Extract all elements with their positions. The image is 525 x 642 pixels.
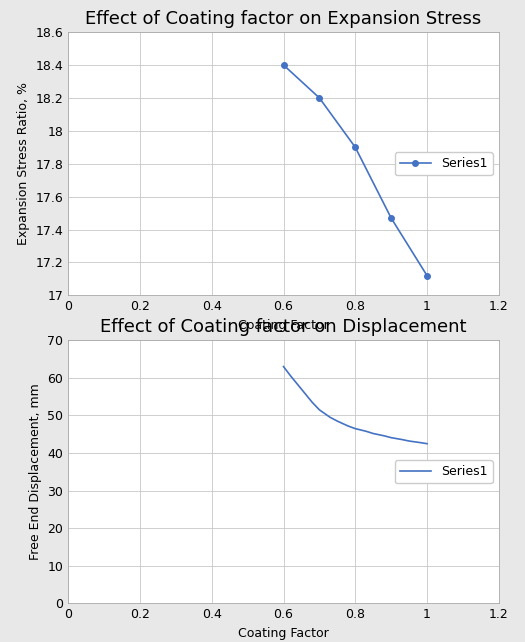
Title: Effect of Coating factor on Expansion Stress: Effect of Coating factor on Expansion St… — [86, 10, 481, 28]
Series1 — [363, 428, 369, 435]
Series1 — [388, 214, 394, 222]
Line: Series1: Series1 — [284, 367, 427, 444]
Series1 — [288, 372, 294, 380]
Series1 — [424, 440, 430, 447]
Series1 — [280, 363, 287, 370]
Series1 — [381, 432, 387, 440]
X-axis label: Coating Factor: Coating Factor — [238, 627, 329, 640]
Legend: Series1: Series1 — [395, 152, 492, 175]
Line: Series1: Series1 — [281, 62, 430, 279]
Y-axis label: Free End Displacement, mm: Free End Displacement, mm — [29, 383, 42, 560]
Series1 — [388, 434, 394, 442]
Legend: Series1: Series1 — [395, 460, 492, 483]
Series1 — [334, 417, 340, 425]
Series1 — [352, 143, 359, 151]
Series1 — [406, 437, 412, 445]
Series1 — [298, 385, 304, 393]
Series1 — [280, 61, 287, 69]
Series1 — [316, 406, 322, 413]
Series1 — [417, 438, 423, 446]
X-axis label: Coating Factor: Coating Factor — [238, 318, 329, 332]
Series1 — [424, 272, 430, 279]
Series1 — [352, 425, 359, 433]
Series1 — [399, 436, 405, 444]
Series1 — [327, 413, 333, 421]
Series1 — [370, 429, 376, 437]
Series1 — [316, 94, 322, 102]
Title: Effect of Coating factor on Displacement: Effect of Coating factor on Displacement — [100, 318, 467, 336]
Series1 — [309, 399, 316, 406]
Y-axis label: Expansion Stress Ratio, %: Expansion Stress Ratio, % — [17, 82, 30, 245]
Series1 — [345, 422, 351, 430]
